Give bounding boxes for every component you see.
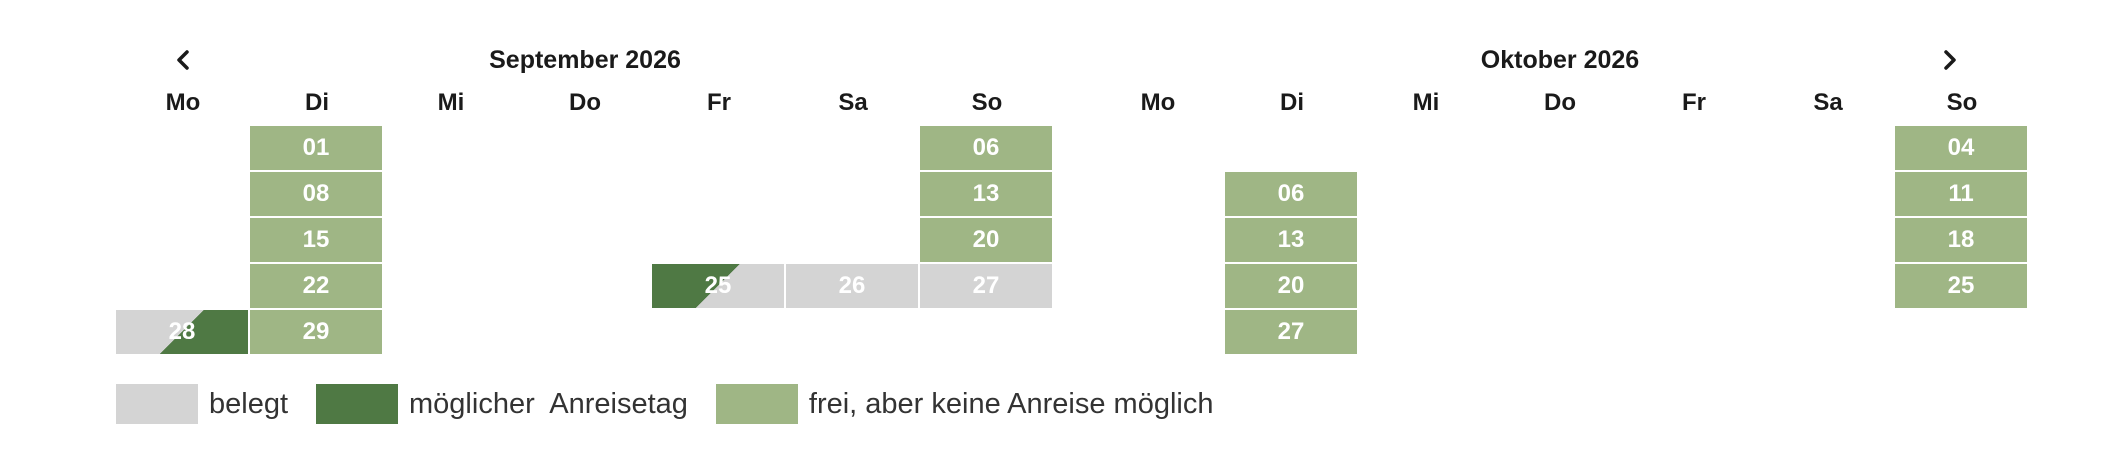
weekday-label: Mo xyxy=(1140,89,1176,116)
legend-swatch-available xyxy=(316,384,399,424)
day-cell-available[interactable]: 07 xyxy=(168,180,196,207)
day-cell-available[interactable]: 15 xyxy=(1545,226,1573,253)
day-cell-available[interactable]: 17 xyxy=(1813,226,1841,253)
day-cell-available[interactable]: 14 xyxy=(1411,226,1439,253)
day-cell-available[interactable]: 30 xyxy=(436,318,464,345)
day-cell-booked: 26 xyxy=(786,264,918,308)
chevron-right-icon xyxy=(1944,50,1956,70)
legend-label-free: frei, aber keine Anreise möglich xyxy=(808,387,1214,420)
weekday-label: Sa xyxy=(838,89,868,116)
day-cell-available[interactable]: 12 xyxy=(838,180,866,207)
day-cell-available[interactable]: 23 xyxy=(436,272,464,299)
day-cell-available[interactable]: 12 xyxy=(1143,226,1171,253)
day-cell-available[interactable]: 08 xyxy=(1545,180,1573,207)
day-cell-half-out[interactable]: 25 xyxy=(652,264,784,308)
weekday-label: Di xyxy=(1280,89,1304,116)
weekday-label: Mi xyxy=(437,89,465,116)
weekday-label: Mi xyxy=(1412,89,1440,116)
weekday-label: So xyxy=(1946,89,1978,116)
day-cell-available[interactable]: 02 xyxy=(436,134,464,161)
day-cell-free: 20 xyxy=(920,218,1052,262)
day-cell-free: 11 xyxy=(1895,172,2027,216)
day-cell-available[interactable]: 10 xyxy=(570,180,598,207)
empty-cell xyxy=(1225,126,1357,170)
weekday-label: Fr xyxy=(1682,89,1706,116)
day-cell-available[interactable]: 05 xyxy=(1143,180,1171,207)
day-cell-free: 04 xyxy=(1895,126,2027,170)
day-cell-available[interactable]: 09 xyxy=(436,180,464,207)
day-cell-free: 08 xyxy=(250,172,382,216)
day-cell-free: 27 xyxy=(1225,310,1357,354)
month-calendar-oktober: Oktober 2026 Mo Di Mi Do Fr Sa So 01 02 03 04 05 06… xyxy=(1091,40,2029,356)
day-cell-available[interactable]: 09 xyxy=(1679,180,1707,207)
day-cell-available[interactable]: 07 xyxy=(1411,180,1439,207)
day-cell-available[interactable]: 29 xyxy=(1545,318,1573,345)
weekday-header: Mo Di Mi Do Fr Sa So xyxy=(116,80,1054,126)
day-cell-free: 13 xyxy=(920,172,1052,216)
weekday-label: Do xyxy=(1544,89,1576,116)
day-grid: 01 02 03 04 05 06 07 08 09 10 11 12 13 14 15 16 17 18 19 20… xyxy=(116,126,1054,356)
day-cell-booked: 27 xyxy=(920,264,1052,308)
day-cell-available[interactable]: 24 xyxy=(570,272,598,299)
day-cell-available[interactable]: 31 xyxy=(1813,318,1841,345)
weekday-label: So xyxy=(971,89,1003,116)
day-cell-available[interactable]: 22 xyxy=(1545,272,1573,299)
day-cell-available[interactable]: 03 xyxy=(1813,134,1841,161)
day-cell-half-in[interactable]: 28 xyxy=(116,310,248,354)
day-cell-available[interactable]: 14 xyxy=(168,226,196,253)
next-month-button[interactable] xyxy=(1930,40,1970,80)
weekday-label: Mo xyxy=(165,89,201,116)
day-cell-available[interactable]: 02 xyxy=(1679,134,1707,161)
day-cell-free: 22 xyxy=(250,264,382,308)
day-cell-available[interactable]: 18 xyxy=(704,226,732,253)
day-grid: 01 02 03 04 05 06 07 08 09 10 11 12 13 14 15 16 17 18 19 20… xyxy=(1091,126,2029,356)
weekday-label: Sa xyxy=(1813,89,1843,116)
weekday-label: Di xyxy=(305,89,329,116)
month-title: September 2026 xyxy=(489,46,681,74)
day-cell-available[interactable]: 11 xyxy=(705,180,731,207)
day-cell-available[interactable]: 17 xyxy=(570,226,598,253)
day-cell-available[interactable]: 30 xyxy=(1679,318,1707,345)
day-cell-available[interactable]: 10 xyxy=(1813,180,1841,207)
legend: belegt möglicher Anreisetag frei, aber k… xyxy=(116,384,1242,424)
weekday-label: Fr xyxy=(707,89,731,116)
day-cell-available[interactable]: 19 xyxy=(838,226,866,253)
day-cell-available[interactable]: 28 xyxy=(1411,318,1439,345)
day-cell-free: 29 xyxy=(250,310,382,354)
day-cell-free: 25 xyxy=(1895,264,2027,308)
empty-cell xyxy=(116,126,248,170)
legend-label-booked: belegt xyxy=(209,387,289,420)
day-cell-free: 06 xyxy=(1225,172,1357,216)
day-cell-available[interactable]: 19 xyxy=(1143,272,1171,299)
day-cell-available[interactable]: 23 xyxy=(1679,272,1707,299)
day-cell-free: 15 xyxy=(250,218,382,262)
month-calendar-september: September 2026 Mo Di Mi Do Fr Sa So 01 02 03 04 05… xyxy=(116,40,1054,356)
day-cell-available[interactable]: 26 xyxy=(1143,318,1171,345)
day-cell-available[interactable]: 04 xyxy=(704,134,732,161)
day-cell-available[interactable]: 01 xyxy=(1545,134,1573,161)
legend-swatch-booked xyxy=(116,384,198,424)
empty-cell xyxy=(1359,126,1491,170)
day-cell-available[interactable]: 16 xyxy=(436,226,464,253)
weekday-label: Do xyxy=(569,89,601,116)
day-cell-free: 13 xyxy=(1225,218,1357,262)
day-cell-available[interactable]: 03 xyxy=(570,134,598,161)
day-cell-free: 01 xyxy=(250,126,382,170)
day-cell-free: 20 xyxy=(1225,264,1357,308)
day-cell-free: 06 xyxy=(920,126,1052,170)
day-cell-available[interactable]: 21 xyxy=(1411,272,1439,299)
day-cell-available[interactable]: 05 xyxy=(838,134,866,161)
weekday-header: Mo Di Mi Do Fr Sa So xyxy=(1091,80,2029,126)
day-cell-available[interactable]: 16 xyxy=(1679,226,1707,253)
legend-swatch-free xyxy=(715,384,798,424)
day-cell-available[interactable]: 21 xyxy=(168,272,196,299)
prev-month-button[interactable] xyxy=(163,40,203,80)
chevron-left-icon xyxy=(177,50,189,70)
month-title: Oktober 2026 xyxy=(1480,46,1640,74)
legend-label-available: möglicher Anreisetag xyxy=(409,387,688,420)
empty-cell xyxy=(1091,126,1223,170)
day-cell-free: 18 xyxy=(1895,218,2027,262)
day-cell-available[interactable]: 24 xyxy=(1813,272,1841,299)
